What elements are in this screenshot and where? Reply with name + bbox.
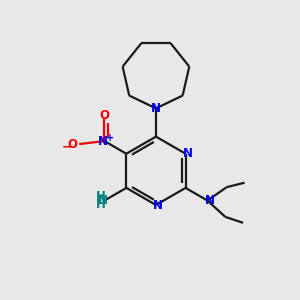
Text: N: N	[183, 147, 193, 160]
Text: O: O	[68, 138, 78, 151]
Text: −: −	[62, 140, 73, 154]
Text: H: H	[96, 198, 106, 211]
Text: N: N	[151, 102, 161, 115]
Text: H: H	[96, 190, 106, 203]
Text: O: O	[100, 109, 110, 122]
Text: N: N	[98, 194, 108, 207]
Text: N: N	[153, 199, 163, 212]
Text: N: N	[98, 135, 108, 148]
Text: +: +	[106, 133, 114, 143]
Text: N: N	[205, 194, 215, 207]
